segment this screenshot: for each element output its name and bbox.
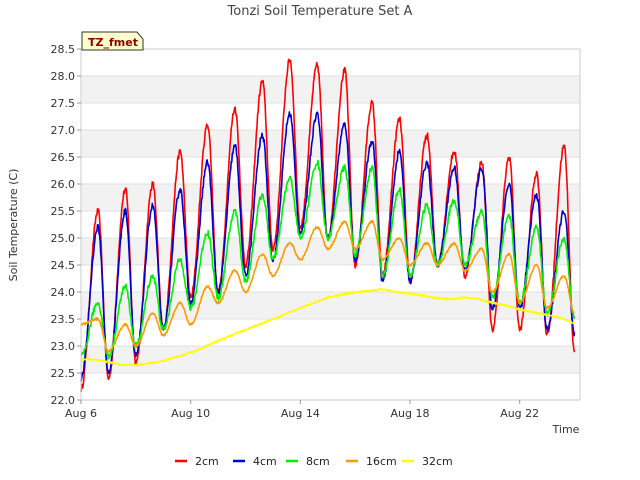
legend-item-8cm: 8cm <box>286 455 330 468</box>
plot-band <box>81 238 580 265</box>
y-tick-label: 23.5 <box>51 313 76 326</box>
y-tick-label: 22.0 <box>51 394 76 407</box>
plot-band <box>81 76 580 103</box>
y-tick-label: 24.5 <box>51 259 76 272</box>
legend: 2cm 4cm 8cm 16cm 32cm <box>175 455 453 468</box>
site-tag: TZ_fmet <box>81 31 144 51</box>
y-axis-label: Soil Temperature (C) <box>7 169 20 282</box>
plot-band <box>81 103 580 130</box>
legend-item-2cm: 2cm <box>175 455 219 468</box>
x-axis-ticks: Aug 6 Aug 10 Aug 14 Aug 18 Aug 22 <box>65 400 539 420</box>
y-tick-label: 27.5 <box>51 97 76 110</box>
x-tick-label: Aug 10 <box>171 407 210 420</box>
legend-label: 8cm <box>306 455 330 468</box>
y-tick-label: 22.5 <box>51 367 76 380</box>
y-tick-label: 25.5 <box>51 205 76 218</box>
series-line-32cm <box>80 288 576 367</box>
plot-band <box>81 184 580 211</box>
x-tick-label: Aug 18 <box>391 407 430 420</box>
x-axis-label: Time <box>552 423 580 436</box>
plot-band <box>81 130 580 157</box>
site-tag-box <box>81 31 144 51</box>
legend-label: 16cm <box>366 455 397 468</box>
y-tick-label: 26.5 <box>51 151 76 164</box>
plot-band <box>81 346 580 373</box>
chart-title: Tonzi Soil Temperature Set A <box>227 4 413 19</box>
plot-frame <box>80 48 581 401</box>
y-tick-label: 23.0 <box>51 340 76 353</box>
y-tick-label: 27.0 <box>51 124 76 137</box>
legend-label: 2cm <box>195 455 219 468</box>
x-tick-label: Aug 6 <box>65 407 97 420</box>
plot-band <box>81 49 580 76</box>
plot-band <box>81 157 580 184</box>
legend-item-32cm: 32cm <box>402 455 453 468</box>
series-line-8cm <box>80 159 576 360</box>
series-line-16cm <box>80 219 575 353</box>
y-tick-label: 24.0 <box>51 286 76 299</box>
site-tag-label: TZ_fmet <box>88 36 138 49</box>
plot-band <box>81 373 580 400</box>
legend-label: 32cm <box>422 455 453 468</box>
legend-item-4cm: 4cm <box>233 455 277 468</box>
x-tick-label: Aug 14 <box>281 407 320 420</box>
legend-label: 4cm <box>253 455 277 468</box>
y-axis-ticks: 22.0 22.5 23.0 23.5 24.0 24.5 25.0 25.5 26.0 26.5… <box>51 43 81 407</box>
y-tick-label: 28.0 <box>51 70 76 83</box>
legend-item-16cm: 16cm <box>346 455 397 468</box>
y-tick-label: 25.0 <box>51 232 76 245</box>
x-tick-label: Aug 22 <box>500 407 539 420</box>
series-lines <box>80 58 576 392</box>
y-tick-label: 26.0 <box>51 178 76 191</box>
y-tick-label: 28.5 <box>51 43 76 56</box>
plot-band <box>81 319 580 346</box>
